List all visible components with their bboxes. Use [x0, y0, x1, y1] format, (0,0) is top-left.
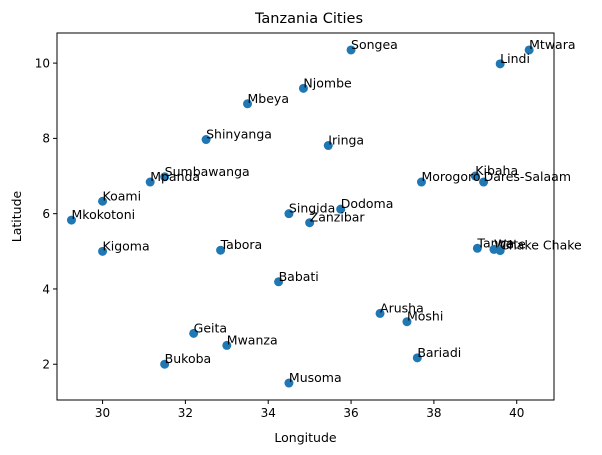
data-point	[416, 177, 426, 187]
point-label: Bariadi	[417, 345, 461, 360]
x-axis-label: Longitude	[274, 430, 336, 445]
point-label: Babati	[279, 269, 319, 284]
y-tick-label: 2	[42, 358, 50, 372]
data-point	[160, 359, 170, 369]
data-point	[305, 218, 315, 228]
x-tick-label: 40	[509, 406, 524, 420]
chart-title: Tanzania Cities	[254, 11, 363, 27]
data-point	[470, 171, 480, 181]
data-point	[274, 277, 284, 287]
axes-frame	[56, 32, 555, 401]
y-tick-label: 6	[42, 207, 50, 221]
data-point	[375, 308, 385, 318]
data-point	[160, 172, 170, 182]
point-label: Dares-Salaam	[484, 169, 571, 184]
point-label: Lindi	[500, 51, 530, 66]
data-point	[524, 45, 534, 55]
point-label: Arusha	[380, 300, 424, 315]
point-label: Tanga	[476, 235, 514, 250]
x-tick-label: 34	[261, 406, 276, 420]
data-point	[222, 340, 232, 350]
point-label: Sumbawanga	[165, 164, 250, 179]
data-point	[98, 196, 108, 206]
point-label: Songea	[351, 37, 398, 52]
x-axis-ticks: 30 32 34 36 38 40	[95, 400, 524, 420]
point-label: Mbeya	[248, 91, 289, 106]
point-label: Kigoma	[103, 238, 150, 253]
data-point	[412, 353, 422, 363]
data-point	[201, 135, 211, 145]
point-label: Iringa	[328, 133, 364, 148]
data-point	[479, 177, 489, 187]
data-point	[189, 328, 199, 338]
data-point	[284, 378, 294, 388]
data-point	[145, 177, 155, 187]
point-label: Singida	[289, 201, 335, 216]
point-label: Chake Chake	[500, 238, 582, 253]
data-point	[495, 246, 505, 256]
point-label: Bukoba	[165, 351, 212, 366]
data-point	[284, 209, 294, 219]
x-tick-label: 38	[426, 406, 441, 420]
data-point	[323, 141, 333, 151]
point-label: Mtwara	[529, 37, 575, 52]
y-axis-ticks: 2 4 6 8 10	[35, 56, 57, 372]
data-point	[495, 59, 505, 69]
point-label: Zanzibar	[310, 210, 366, 225]
point-label: Moshi	[407, 309, 443, 324]
point-label: Shinyanga	[206, 127, 272, 142]
point-label: Tabora	[220, 237, 263, 252]
point-label: Dodoma	[341, 196, 394, 211]
data-point	[98, 246, 108, 256]
point-label: Musoma	[289, 370, 342, 385]
point-label: Njombe	[303, 75, 352, 90]
data-point	[402, 317, 412, 327]
data-point	[66, 215, 76, 225]
y-axis-label: Latitude	[9, 190, 24, 242]
data-point	[298, 83, 308, 93]
x-tick-label: 30	[95, 406, 110, 420]
point-label: Kibaha	[475, 163, 518, 178]
y-tick-label: 10	[35, 56, 50, 70]
x-tick-label: 32	[178, 406, 193, 420]
point-label: Morogoro	[421, 169, 480, 184]
data-point	[346, 45, 356, 55]
data-point	[336, 204, 346, 214]
x-tick-label: 36	[343, 406, 358, 420]
data-point	[216, 245, 226, 255]
point-label: Mwanza	[227, 332, 278, 347]
point-label: Koami	[103, 188, 142, 203]
point-label: Mkokotoni	[71, 207, 135, 222]
y-tick-label: 4	[42, 282, 50, 296]
data-point	[243, 99, 253, 109]
data-point	[472, 243, 482, 253]
y-tick-label: 8	[42, 132, 50, 146]
point-label: Geita	[194, 320, 227, 335]
point-label: Mpanda	[150, 169, 200, 184]
